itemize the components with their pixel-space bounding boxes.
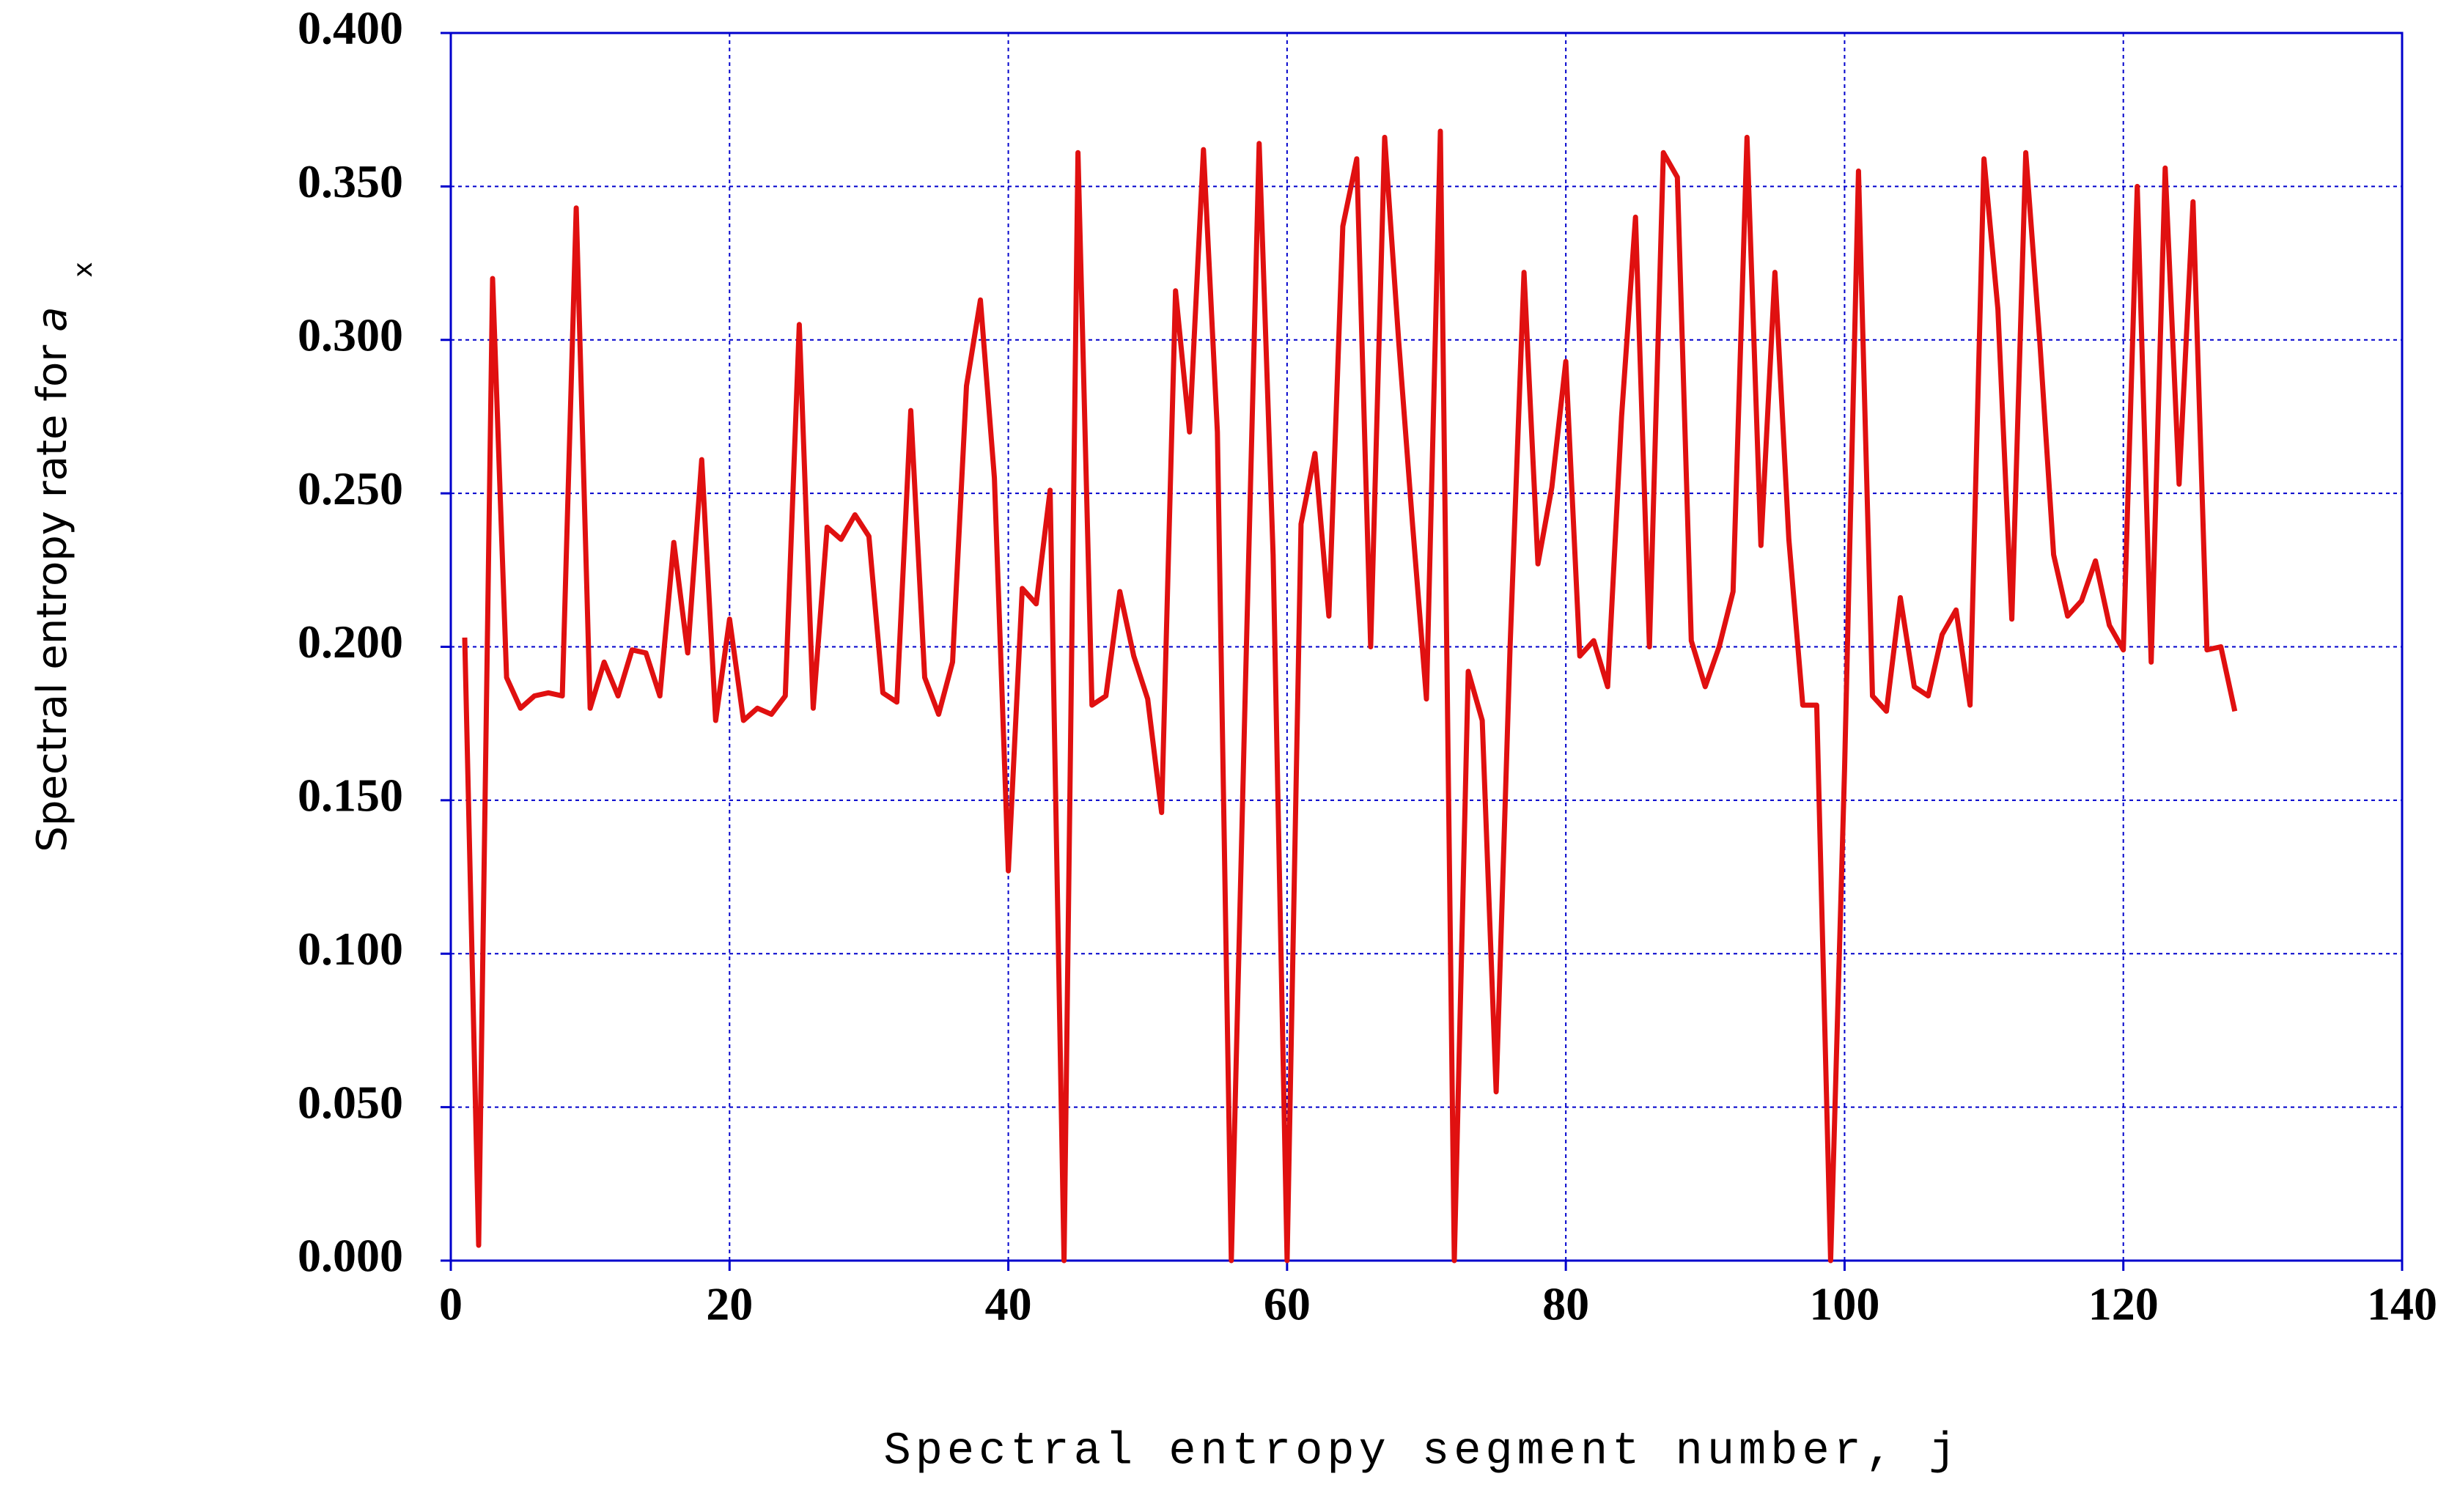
y-tick-label: 0.100: [298, 923, 403, 975]
y-tick-label: 0.350: [298, 155, 403, 207]
x-tick-label: 100: [1809, 1278, 1879, 1330]
y-tick-label: 0.150: [298, 770, 403, 822]
plot-frame: [449, 32, 2404, 1262]
x-tick-label: 40: [985, 1278, 1032, 1330]
y-tick-label: 0.050: [298, 1076, 403, 1128]
x-tick-label: 120: [2088, 1278, 2159, 1330]
x-tick-label: 80: [1542, 1278, 1589, 1330]
x-tick-label: 60: [1264, 1278, 1311, 1330]
y-axis-label-text: Spectral entropy rate for: [29, 344, 76, 852]
y-tick-label: 0.200: [298, 616, 403, 668]
x-tick-label: 0: [439, 1278, 463, 1330]
y-tick-label: 0.000: [298, 1230, 403, 1282]
y-axis-label: Spectral entropy rate for a x: [29, 262, 98, 852]
y-axis-label-symbol: a: [29, 307, 76, 332]
data-line: [462, 128, 2238, 1264]
y-axis-label-subscript: x: [68, 262, 98, 277]
y-tick-label: 0.300: [298, 309, 403, 361]
x-tick-label: 140: [2367, 1278, 2437, 1330]
x-tick-label: 20: [706, 1278, 753, 1330]
y-tick-label: 0.400: [298, 2, 403, 54]
y-tick-label: 0.250: [298, 462, 403, 515]
x-axis-label: Spectral entropy segment number, j: [883, 1425, 1960, 1477]
